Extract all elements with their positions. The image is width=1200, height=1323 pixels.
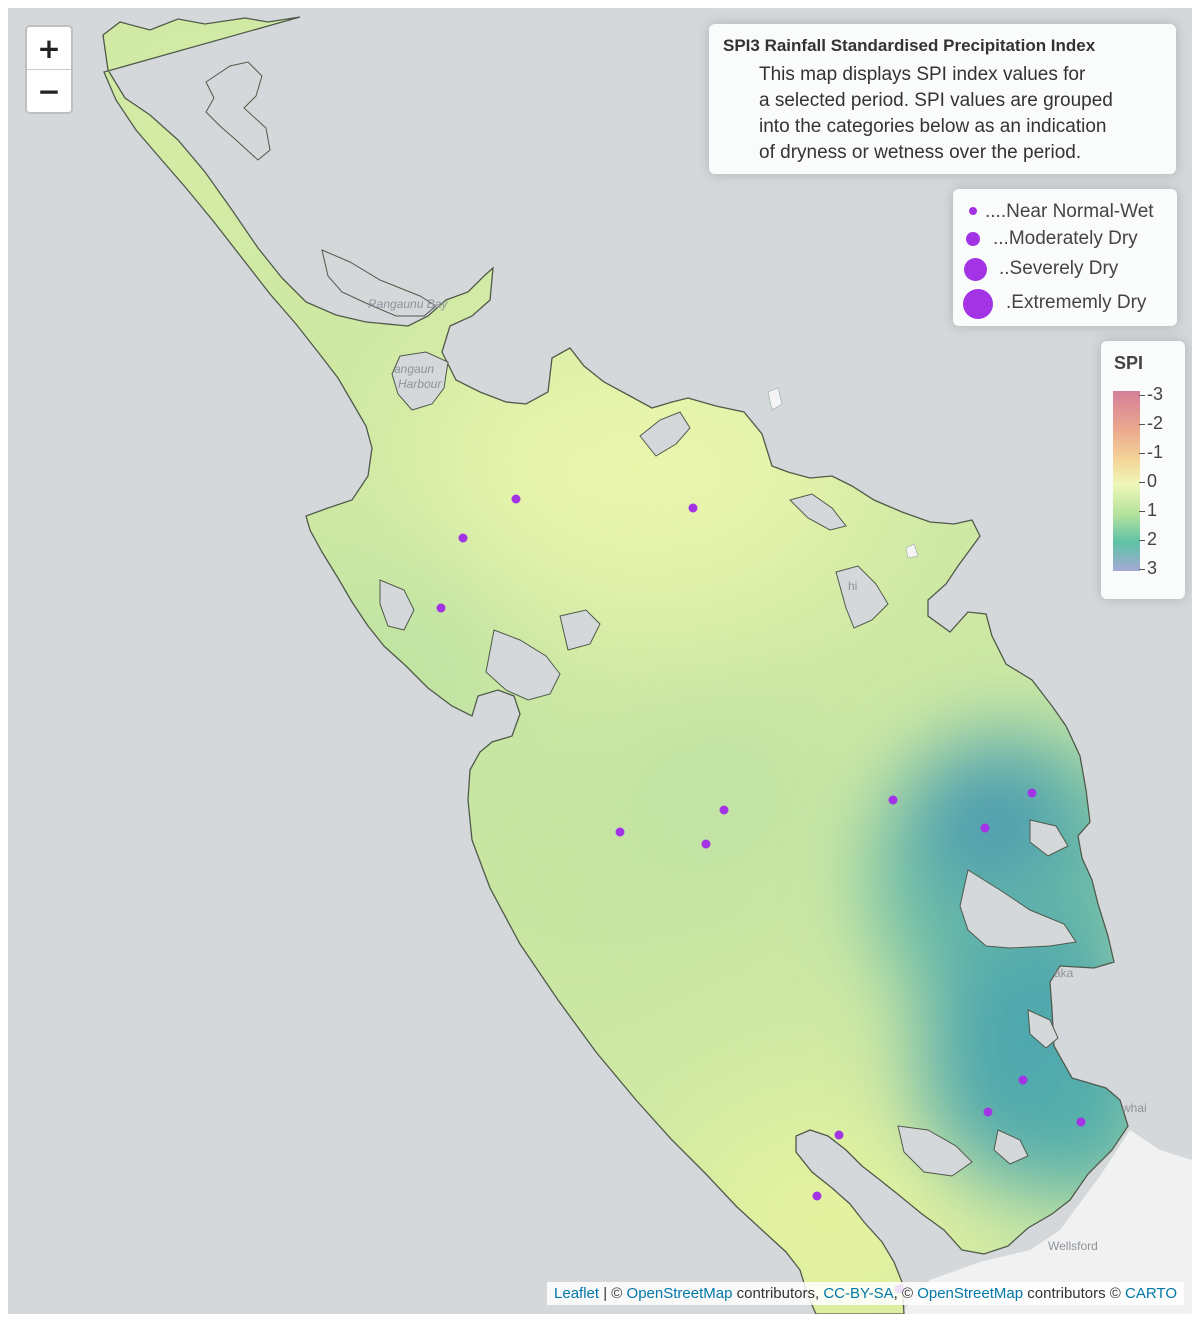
info-line: This map displays SPI index values for bbox=[759, 64, 1086, 85]
size-legend-item: .Extrememly Dry bbox=[953, 281, 1177, 319]
spi-tick bbox=[1139, 424, 1145, 425]
size-legend-item: ....Near Normal-Wet bbox=[953, 189, 1177, 222]
spi-legend-title: SPI bbox=[1114, 353, 1144, 373]
spi-label: -2 bbox=[1147, 413, 1164, 433]
station-marker[interactable] bbox=[701, 839, 711, 849]
attribution-text: | © bbox=[599, 1285, 627, 1302]
osm-link[interactable]: OpenStreetMap bbox=[626, 1285, 733, 1302]
station-marker[interactable] bbox=[980, 823, 990, 833]
spi-tick bbox=[1139, 569, 1145, 570]
spi-tick bbox=[1139, 482, 1145, 483]
size-legend-label: ...Moderately Dry bbox=[993, 228, 1138, 249]
size-legend-label: .Extrememly Dry bbox=[1006, 292, 1147, 313]
attribution-text: contributors © bbox=[1023, 1285, 1126, 1302]
place-label-town-3: Wellsford bbox=[1048, 1239, 1098, 1253]
info-panel: SPI3 Rainfall Standardised Precipitation… bbox=[709, 24, 1176, 174]
zoom-control: + − bbox=[25, 25, 73, 114]
place-label-harbour-2: Harbour bbox=[398, 377, 442, 391]
station-marker[interactable] bbox=[688, 503, 698, 513]
info-line: into the categories below as an indicati… bbox=[759, 116, 1107, 137]
osm-link[interactable]: OpenStreetMap bbox=[917, 1285, 1024, 1302]
size-legend-label: ..Severely Dry bbox=[999, 258, 1119, 279]
attribution-text: , © bbox=[893, 1285, 918, 1302]
map-container[interactable]: Rangaunu Bay angaun Harbour hi aka whai … bbox=[8, 8, 1192, 1314]
station-marker[interactable] bbox=[888, 795, 898, 805]
station-marker[interactable] bbox=[1027, 788, 1037, 798]
spi-legend: SPI -3 -2 -1 0 1 2 3 bbox=[1101, 341, 1185, 599]
size-legend-item: ..Severely Dry bbox=[953, 247, 1177, 281]
station-marker[interactable] bbox=[983, 1107, 993, 1117]
info-line: of dryness or wetness over the period. bbox=[759, 142, 1082, 163]
station-marker[interactable] bbox=[436, 603, 446, 613]
station-marker[interactable] bbox=[615, 827, 625, 837]
zoom-out-button[interactable]: − bbox=[27, 69, 71, 112]
spi-label: 3 bbox=[1147, 558, 1158, 578]
size-legend-label: ....Near Normal-Wet bbox=[985, 201, 1154, 222]
info-title: SPI3 Rainfall Standardised Precipitation… bbox=[723, 36, 1096, 55]
info-description: This map displays SPI index values for a… bbox=[723, 62, 1164, 166]
size-legend-item: ...Moderately Dry bbox=[953, 217, 1177, 249]
spi-tick bbox=[1139, 540, 1145, 541]
info-line: a selected period. SPI values are groupe… bbox=[759, 90, 1113, 111]
place-label-town-1: aka bbox=[1054, 966, 1074, 980]
station-marker[interactable] bbox=[1076, 1117, 1086, 1127]
size-legend-dot bbox=[966, 232, 980, 246]
spi-label: 2 bbox=[1147, 529, 1158, 549]
spi-label: -1 bbox=[1147, 442, 1164, 462]
cc-by-sa-link[interactable]: CC-BY-SA bbox=[823, 1285, 894, 1302]
carto-link[interactable]: CARTO bbox=[1125, 1285, 1177, 1302]
place-label-inlet: hi bbox=[848, 579, 857, 593]
size-legend: ....Near Normal-Wet ...Moderately Dry ..… bbox=[953, 189, 1177, 326]
size-legend-dot bbox=[969, 207, 977, 215]
place-label-town-2: whai bbox=[1121, 1101, 1147, 1115]
size-legend-dot bbox=[964, 258, 987, 281]
attribution-text: contributors, bbox=[732, 1285, 824, 1302]
spi-tick bbox=[1139, 511, 1145, 512]
station-marker[interactable] bbox=[511, 494, 521, 504]
spi-label: 1 bbox=[1147, 500, 1158, 520]
spi-label: -3 bbox=[1147, 384, 1164, 404]
station-marker[interactable] bbox=[1018, 1075, 1028, 1085]
leaflet-link[interactable]: Leaflet bbox=[554, 1285, 600, 1302]
spi-tick bbox=[1139, 395, 1145, 396]
zoom-in-button[interactable]: + bbox=[27, 27, 71, 69]
spi-color-bar bbox=[1113, 391, 1140, 571]
station-marker[interactable] bbox=[812, 1191, 822, 1201]
place-label-bay: Rangaunu Bay bbox=[368, 297, 448, 311]
spi-label: 0 bbox=[1147, 471, 1158, 491]
spi-tick bbox=[1139, 453, 1145, 454]
station-marker[interactable] bbox=[719, 805, 729, 815]
place-label-harbour-1: angaun bbox=[394, 362, 434, 376]
attribution: Leaflet | © OpenStreetMap contributors, … bbox=[547, 1282, 1184, 1305]
station-marker[interactable] bbox=[458, 533, 468, 543]
size-legend-dot bbox=[963, 289, 993, 319]
station-marker[interactable] bbox=[834, 1130, 844, 1140]
